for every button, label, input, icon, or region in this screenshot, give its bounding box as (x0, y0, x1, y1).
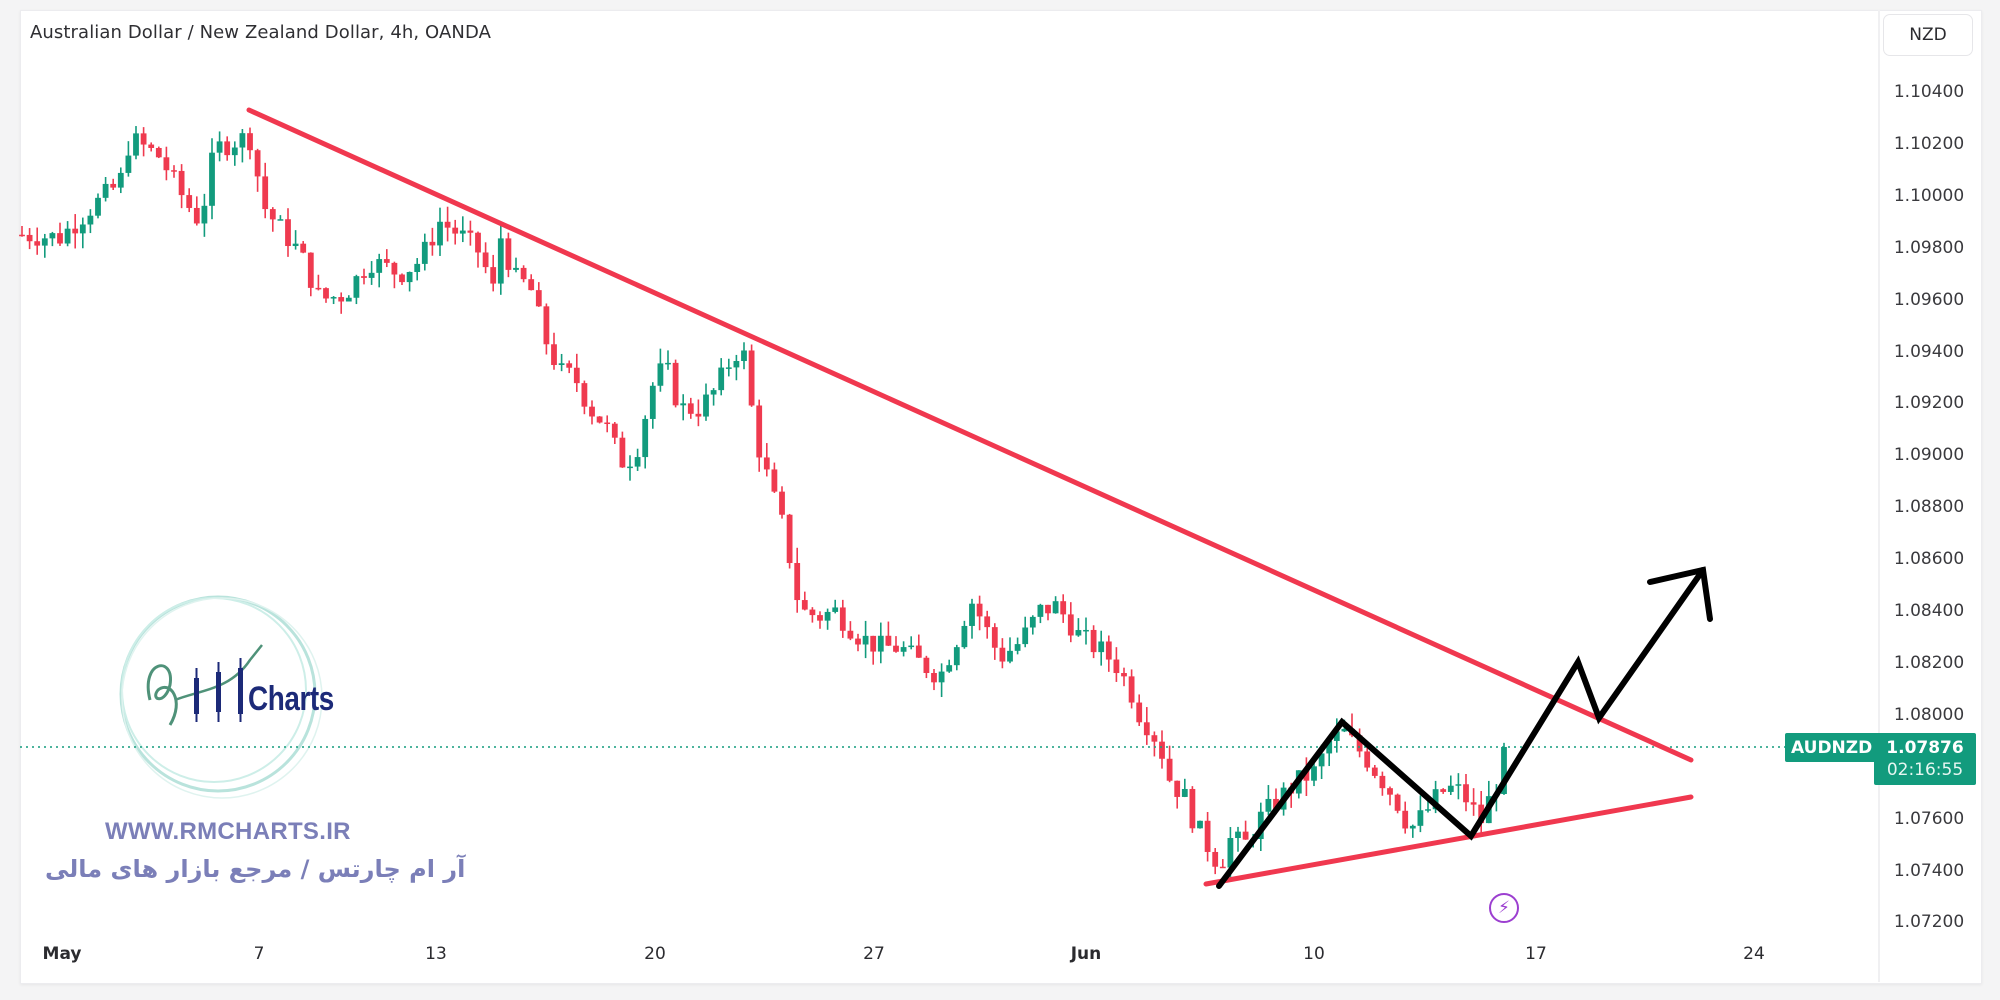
chart-title: Australian Dollar / New Zealand Dollar, … (30, 22, 492, 43)
price-axis-label: 1.09800 (1893, 237, 1965, 258)
projection-path[interactable] (1216, 567, 1706, 889)
projection-arrowhead (1647, 566, 1713, 622)
watermark-tagline: آر ام چارتس / مرجع بازار های مالی (45, 855, 466, 883)
currency-button[interactable]: NZD (1883, 14, 1973, 56)
time-axis-label: 20 (644, 944, 666, 964)
price-axis-label: 1.08400 (1893, 601, 1965, 621)
ascending-trendline[interactable] (1203, 794, 1694, 887)
descending-trendline[interactable] (246, 107, 1694, 763)
watermark-url: WWW.RMCHARTS.IR (105, 818, 351, 845)
symbol-tag: AUDNZD (1785, 733, 1879, 762)
price-axis-label: 1.10400 (1893, 82, 1965, 102)
price-axis-label: 1.09000 (1893, 445, 1965, 466)
last-price-value: 1.07876 (1886, 738, 1964, 758)
price-axis-label: 1.08800 (1893, 497, 1965, 518)
price-axis-label: 1.08600 (1893, 549, 1965, 570)
time-axis-label: Jun (1070, 944, 1102, 964)
time-axis-label: 7 (253, 944, 265, 964)
price-axis-label: 1.08200 (1893, 652, 1965, 673)
price-axis-label: 1.07400 (1893, 860, 1965, 881)
time-axis-label: 13 (425, 944, 447, 964)
last-price-tag: 1.07876 02:16:55 (1874, 733, 1976, 785)
price-axis-label: 1.07200 (1893, 912, 1965, 933)
time-axis-label: 10 (1303, 944, 1325, 964)
time-axis-label: May (42, 944, 82, 964)
lightning-icon[interactable]: ⚡︎ (1489, 893, 1519, 923)
time-axis-label: 27 (863, 944, 885, 964)
time-axis-label: 24 (1743, 944, 1765, 964)
price-axis-separator (1878, 10, 1880, 982)
price-axis-label: 1.08000 (1893, 704, 1965, 725)
bar-countdown: 02:16:55 (1886, 760, 1964, 780)
candlestick-series (19, 126, 1507, 879)
price-axis-label: 1.10200 (1893, 133, 1965, 154)
price-axis-label: 1.09400 (1893, 341, 1965, 362)
watermark-logo-ring (119, 595, 323, 799)
price-axis-label: 1.09200 (1893, 393, 1965, 414)
watermark-logo-text: Charts (248, 680, 334, 718)
price-axis-label: 1.07600 (1893, 808, 1965, 829)
chart-frame (20, 10, 1982, 984)
time-axis-label: 17 (1525, 944, 1547, 964)
price-axis-label: 1.09600 (1893, 289, 1965, 310)
price-axis-label: 1.10000 (1893, 185, 1965, 206)
